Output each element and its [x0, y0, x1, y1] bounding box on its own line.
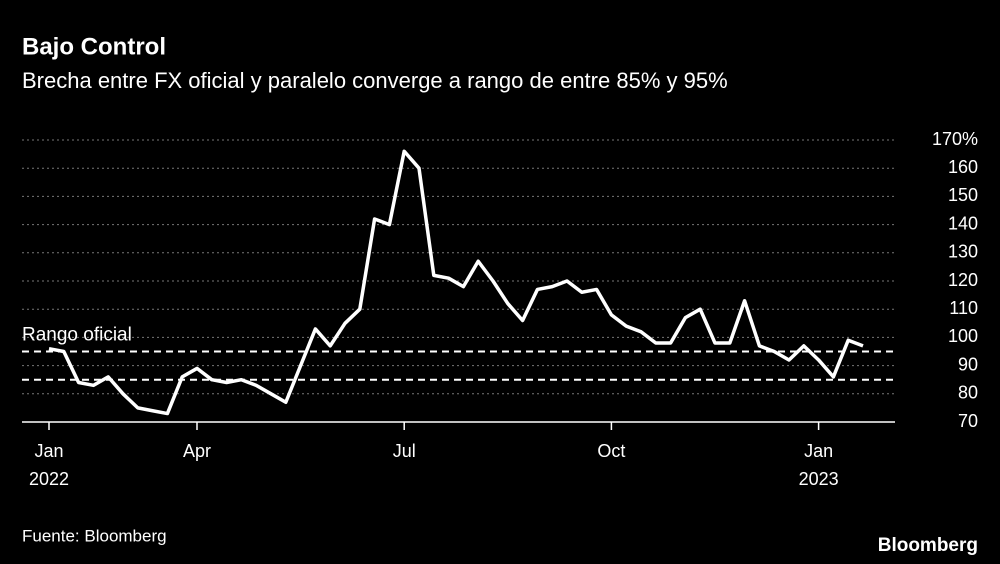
- y-tick-label: 100: [948, 326, 978, 346]
- y-tick-label: 160: [948, 157, 978, 177]
- y-tick-label: 120: [948, 270, 978, 290]
- y-tick-label: 70: [958, 411, 978, 431]
- y-tick-label: 150: [948, 185, 978, 205]
- y-tick-label: 80: [958, 383, 978, 403]
- x-tick-label: 2022: [29, 469, 69, 489]
- chart-title: Bajo Control: [22, 33, 166, 60]
- x-tick-label: Jul: [393, 441, 416, 461]
- x-tick-label: Apr: [183, 441, 211, 461]
- y-tick-label: 130: [948, 242, 978, 262]
- x-tick-label: 2023: [799, 469, 839, 489]
- chart-subtitle: Brecha entre FX oficial y paralelo conve…: [22, 68, 728, 93]
- line-series: [48, 149, 864, 416]
- y-tick-label: 110: [949, 298, 978, 318]
- y-tick-label: 170%: [932, 129, 978, 149]
- brand-logo: Bloomberg: [878, 535, 978, 556]
- x-tick-label: Oct: [597, 441, 625, 461]
- x-tick-label: Jan: [804, 441, 833, 461]
- x-tick-label: Jan: [34, 441, 63, 461]
- source: Fuente: Bloomberg: [22, 526, 167, 545]
- annotation: Rango oficial: [22, 325, 132, 346]
- y-tick-label: 140: [948, 213, 978, 233]
- y-tick-label: 90: [958, 354, 978, 374]
